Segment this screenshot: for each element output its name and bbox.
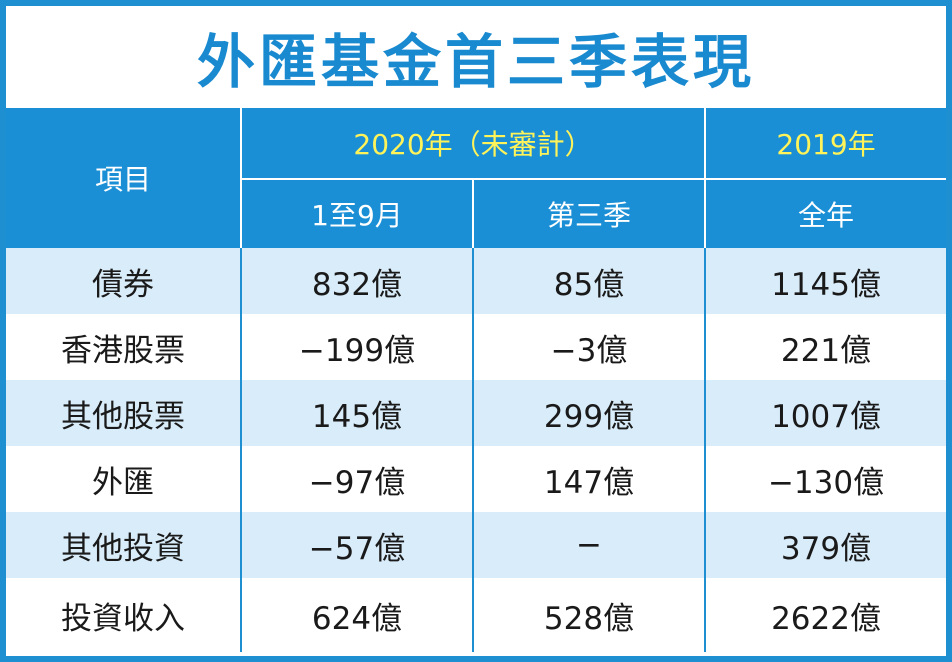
cell-full-2019: 379億 (704, 512, 947, 578)
header-item: 項目 (6, 108, 241, 248)
table-header: 項目 2020年（未審計） 2019年 1至9月 第三季 全年 (6, 108, 947, 248)
table-row: 其他投資 −57億 − 379億 (6, 512, 947, 578)
cell-jan-sep-2020: 832億 (240, 248, 473, 314)
cell-jan-sep-2020: −97億 (240, 446, 473, 512)
header-group-2019: 2019年 (704, 108, 947, 180)
cell-full-2019: 221億 (704, 314, 947, 380)
cell-jan-sep-2020: −199億 (240, 314, 473, 380)
row-item: 外匯 (6, 446, 241, 512)
table-row: 投資收入 624億 528億 2622億 (6, 578, 947, 652)
row-item: 香港股票 (6, 314, 241, 380)
cell-q3-2020: 85億 (471, 248, 706, 314)
header-q3-2020: 第三季 (471, 179, 706, 248)
cell-q3-2020: − (471, 512, 706, 578)
cell-jan-sep-2020: 145億 (240, 380, 473, 446)
row-item: 其他投資 (6, 512, 241, 578)
row-item: 投資收入 (6, 578, 241, 652)
cell-jan-sep-2020: 624億 (240, 578, 473, 652)
row-item: 債券 (6, 248, 241, 314)
cell-full-2019: 1145億 (704, 248, 947, 314)
table-row: 香港股票 −199億 −3億 221億 (6, 314, 947, 380)
cell-q3-2020: 299億 (471, 380, 706, 446)
table-panel: 外匯基金首三季表現 項目 2020年（未審計） 2019年 1至9月 第三季 全… (6, 6, 947, 656)
cell-full-2019: 1007億 (704, 380, 947, 446)
page-title: 外匯基金首三季表現 (196, 28, 755, 96)
table-row: 債券 832億 85億 1145億 (6, 248, 947, 314)
row-item: 其他股票 (6, 380, 241, 446)
cell-jan-sep-2020: −57億 (240, 512, 473, 578)
header-jan-sep-2020: 1至9月 (240, 179, 473, 248)
table-row: 外匯 −97億 147億 −130億 (6, 446, 947, 512)
cell-full-2019: 2622億 (704, 578, 947, 652)
performance-table: 項目 2020年（未審計） 2019年 1至9月 第三季 全年 債券 832億 … (6, 108, 947, 652)
header-group-2020: 2020年（未審計） (239, 108, 706, 180)
header-full-2019: 全年 (704, 179, 947, 248)
table-row: 其他股票 145億 299億 1007億 (6, 380, 947, 446)
cell-q3-2020: 528億 (471, 578, 706, 652)
cell-q3-2020: 147億 (471, 446, 706, 512)
cell-q3-2020: −3億 (471, 314, 706, 380)
cell-full-2019: −130億 (704, 446, 947, 512)
